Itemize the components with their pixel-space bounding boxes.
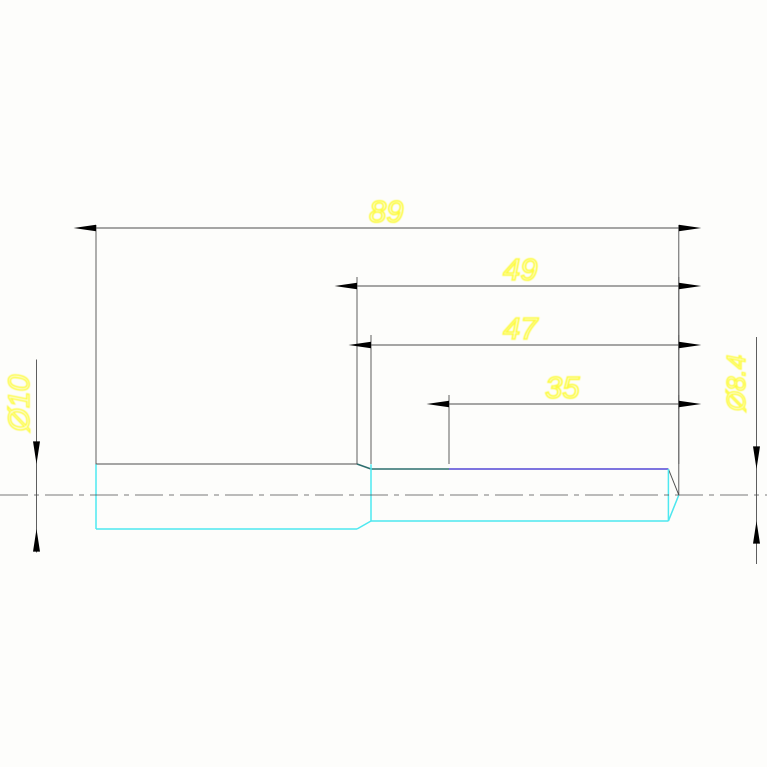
svg-text:49: 49 <box>503 252 537 287</box>
svg-text:47: 47 <box>503 311 539 346</box>
svg-text:89: 89 <box>369 194 403 229</box>
svg-text:Ø10: Ø10 <box>3 374 36 432</box>
svg-text:Ø8.4: Ø8.4 <box>721 355 751 412</box>
svg-text:35: 35 <box>545 370 580 405</box>
